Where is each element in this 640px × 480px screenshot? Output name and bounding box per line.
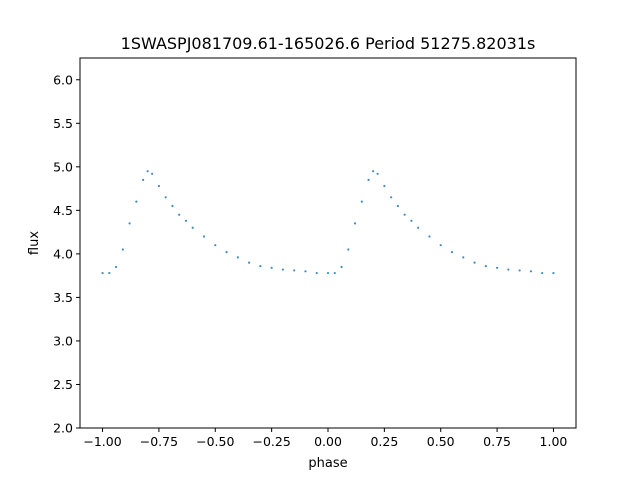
data-point bbox=[178, 213, 181, 216]
x-tick-label: 0.00 bbox=[314, 434, 342, 449]
data-point bbox=[462, 256, 465, 259]
x-tick-label: −0.75 bbox=[140, 434, 178, 449]
data-point bbox=[128, 222, 131, 225]
data-point bbox=[157, 184, 161, 188]
data-point bbox=[347, 248, 350, 251]
y-tick-label: 4.0 bbox=[53, 246, 73, 261]
data-point bbox=[101, 271, 104, 275]
data-point bbox=[108, 271, 111, 275]
data-point bbox=[353, 222, 357, 225]
data-point bbox=[417, 226, 420, 229]
data-point bbox=[270, 266, 273, 269]
data-point bbox=[473, 261, 476, 264]
data-point bbox=[259, 264, 262, 268]
data-point bbox=[367, 178, 370, 181]
y-tick-label: 6.0 bbox=[53, 72, 73, 87]
data-point bbox=[214, 244, 217, 247]
x-tick-label: −1.00 bbox=[83, 434, 121, 449]
data-point bbox=[410, 219, 413, 222]
data-point bbox=[202, 235, 206, 238]
y-axis: 2.0 2.5 3.0 3.5 4.0 4.5 5.0 5.5 6.0 bbox=[53, 72, 80, 436]
x-axis: −1.00 −0.75 −0.50 −0.25 0.00 0.25 0.50 0.75 1.00 bbox=[83, 428, 567, 449]
data-point bbox=[114, 265, 118, 269]
data-point bbox=[484, 264, 487, 268]
data-point bbox=[151, 172, 154, 175]
data-point bbox=[439, 244, 442, 247]
data-point bbox=[390, 196, 393, 199]
data-point bbox=[171, 204, 174, 208]
data-point bbox=[371, 170, 375, 173]
y-tick-label: 3.0 bbox=[53, 333, 73, 348]
y-tick-label: 2.5 bbox=[53, 377, 73, 392]
data-point bbox=[529, 270, 533, 273]
data-point bbox=[403, 213, 406, 216]
y-tick-label: 5.0 bbox=[53, 159, 73, 174]
data-points bbox=[101, 170, 555, 275]
data-point bbox=[376, 172, 379, 175]
data-point bbox=[142, 178, 145, 181]
plot-area bbox=[79, 57, 577, 429]
data-point bbox=[304, 270, 307, 273]
data-point bbox=[428, 235, 431, 238]
y-tick-label: 2.0 bbox=[53, 421, 73, 436]
data-point bbox=[518, 269, 521, 272]
y-tick-label: 3.5 bbox=[53, 290, 73, 305]
data-point bbox=[541, 271, 544, 275]
data-point bbox=[495, 266, 499, 269]
x-tick-label: −0.25 bbox=[252, 434, 290, 449]
data-point bbox=[164, 196, 167, 199]
chart-title: 1SWASPJ081709.61-165026.6 Period 51275.8… bbox=[121, 34, 536, 53]
data-point bbox=[293, 269, 296, 272]
data-point bbox=[236, 256, 239, 259]
data-point bbox=[383, 184, 386, 188]
data-point bbox=[326, 271, 330, 275]
data-point bbox=[552, 271, 555, 275]
x-tick-label: 1.00 bbox=[540, 434, 568, 449]
data-point bbox=[450, 251, 454, 254]
x-axis-label: phase bbox=[308, 456, 347, 471]
data-point bbox=[135, 200, 138, 203]
data-point bbox=[340, 265, 343, 269]
data-point bbox=[121, 248, 124, 251]
data-point bbox=[396, 204, 399, 208]
y-tick-label: 5.5 bbox=[53, 116, 73, 131]
data-point bbox=[146, 170, 149, 173]
data-point bbox=[191, 226, 194, 229]
x-tick-label: 0.25 bbox=[370, 434, 398, 449]
data-point bbox=[281, 268, 285, 271]
data-point bbox=[247, 261, 251, 264]
x-tick-label: −0.50 bbox=[196, 434, 234, 449]
data-point bbox=[184, 219, 188, 222]
data-point bbox=[315, 271, 318, 275]
x-tick-label: 0.75 bbox=[483, 434, 511, 449]
y-axis-label: flux bbox=[27, 231, 42, 255]
data-point bbox=[225, 251, 228, 254]
data-point bbox=[507, 268, 510, 271]
x-tick-label: 0.50 bbox=[427, 434, 455, 449]
data-point bbox=[333, 271, 336, 275]
data-point bbox=[360, 200, 363, 203]
y-tick-label: 4.5 bbox=[53, 203, 73, 218]
